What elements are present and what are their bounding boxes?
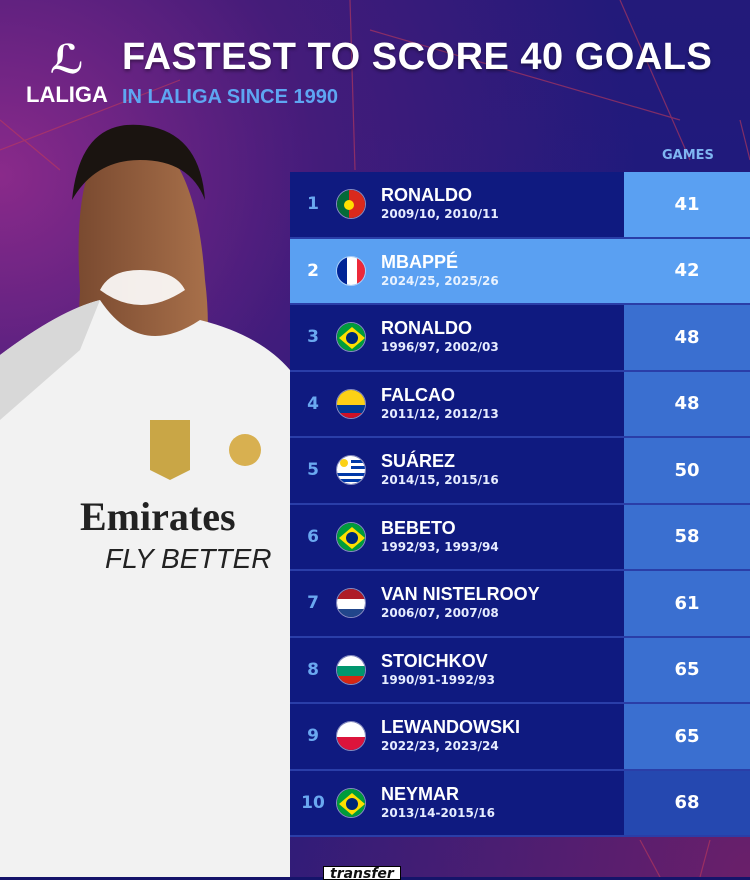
player-photo: Emirates FLY BETTER bbox=[0, 124, 290, 877]
player-name: RONALDO bbox=[381, 185, 472, 206]
games-count: 65 bbox=[624, 704, 750, 769]
games-count: 48 bbox=[624, 305, 750, 370]
player-info: BEBETO 1992/93, 1993/94 bbox=[381, 518, 499, 556]
poland-flag-icon bbox=[336, 721, 366, 752]
player-info: VAN NISTELROOY 2006/07, 2007/08 bbox=[381, 584, 540, 622]
ranking-table: 1 RONALDO 2009/10, 2010/11 41 2 MBAPPÉ 20… bbox=[290, 172, 750, 837]
rank: 6 bbox=[307, 526, 319, 547]
france-flag-icon bbox=[336, 255, 366, 286]
shirt-sponsor: Emirates bbox=[80, 494, 236, 539]
player-info: RONALDO 2009/10, 2010/11 bbox=[381, 185, 499, 223]
player-seasons: 2011/12, 2012/13 bbox=[381, 406, 499, 421]
player-name: RONALDO bbox=[381, 318, 472, 339]
laliga-wordmark: LALIGA bbox=[26, 82, 108, 107]
player-seasons: 2024/25, 2025/26 bbox=[381, 273, 499, 288]
brazil-flag-icon bbox=[336, 322, 366, 353]
rank: 3 bbox=[307, 327, 319, 348]
table-row: 8 STOICHKOV 1990/91-1992/93 65 bbox=[290, 637, 750, 704]
player-name: LEWANDOWSKI bbox=[381, 717, 520, 738]
brazil-flag-icon bbox=[336, 521, 366, 552]
player-name: NEYMAR bbox=[381, 783, 460, 804]
rank: 2 bbox=[307, 260, 319, 281]
games-count: 61 bbox=[624, 571, 750, 636]
laliga-logo: ℒ LALIGA bbox=[22, 38, 112, 108]
player-seasons: 2006/07, 2007/08 bbox=[381, 606, 499, 621]
player-seasons: 2009/10, 2010/11 bbox=[381, 207, 499, 222]
table-row: 3 RONALDO 1996/97, 2002/03 48 bbox=[290, 305, 750, 372]
rank: 9 bbox=[307, 726, 319, 747]
player-seasons: 1990/91-1992/93 bbox=[381, 672, 495, 687]
rank: 10 bbox=[301, 792, 325, 813]
games-count: 50 bbox=[624, 438, 750, 503]
player-name: FALCAO bbox=[381, 384, 455, 405]
player-name: VAN NISTELROOY bbox=[381, 584, 540, 605]
netherlands-flag-icon bbox=[336, 588, 366, 619]
table-row: 7 VAN NISTELROOY 2006/07, 2007/08 61 bbox=[290, 571, 750, 638]
player-seasons: 2022/23, 2023/24 bbox=[381, 739, 499, 754]
table-row: 2 MBAPPÉ 2024/25, 2025/26 42 bbox=[290, 238, 750, 305]
player-info: SUÁREZ 2014/15, 2015/16 bbox=[381, 451, 499, 489]
bulgaria-flag-icon bbox=[336, 654, 366, 685]
uruguay-flag-icon bbox=[336, 455, 366, 486]
portugal-flag-icon bbox=[336, 189, 366, 220]
player-name: SUÁREZ bbox=[381, 451, 456, 472]
table-row: 9 LEWANDOWSKI 2022/23, 2023/24 65 bbox=[290, 704, 750, 771]
games-count: 58 bbox=[624, 504, 750, 569]
player-seasons: 1996/97, 2002/03 bbox=[381, 340, 499, 355]
rank: 1 bbox=[307, 194, 319, 215]
player-name: MBAPPÉ bbox=[381, 251, 459, 272]
transfer-watermark: transfer bbox=[323, 866, 401, 880]
games-count: 65 bbox=[624, 637, 750, 702]
table-row: 1 RONALDO 2009/10, 2010/11 41 bbox=[290, 172, 750, 239]
games-count: 41 bbox=[624, 172, 750, 237]
player-seasons: 2013/14-2015/16 bbox=[381, 805, 495, 820]
games-count: 48 bbox=[624, 371, 750, 436]
table-row: 10 NEYMAR 2013/14-2015/16 68 bbox=[290, 770, 750, 837]
games-count: 68 bbox=[624, 770, 750, 835]
table-row: 6 BEBETO 1992/93, 1993/94 58 bbox=[290, 504, 750, 571]
player-info: STOICHKOV 1990/91-1992/93 bbox=[381, 651, 495, 689]
player-info: MBAPPÉ 2024/25, 2025/26 bbox=[381, 252, 499, 290]
rank: 7 bbox=[307, 593, 319, 614]
player-name: BEBETO bbox=[381, 517, 456, 538]
rank: 8 bbox=[307, 659, 319, 680]
colombia-flag-icon bbox=[336, 388, 366, 419]
player-seasons: 2014/15, 2015/16 bbox=[381, 473, 499, 488]
table-row: 4 FALCAO 2011/12, 2012/13 48 bbox=[290, 371, 750, 438]
page-title: FASTEST TO SCORE 40 GOALS bbox=[122, 36, 713, 78]
player-name: STOICHKOV bbox=[381, 650, 488, 671]
player-info: FALCAO 2011/12, 2012/13 bbox=[381, 385, 499, 423]
table-row: 5 SUÁREZ 2014/15, 2015/16 50 bbox=[290, 438, 750, 505]
page-subtitle: IN LALIGA SINCE 1990 bbox=[122, 86, 338, 108]
games-column-header: GAMES bbox=[662, 148, 714, 163]
games-count: 42 bbox=[674, 260, 700, 282]
rank: 4 bbox=[307, 393, 319, 414]
laliga-mark-icon: ℒ bbox=[49, 37, 85, 83]
player-info: RONALDO 1996/97, 2002/03 bbox=[381, 318, 499, 356]
player-seasons: 1992/93, 1993/94 bbox=[381, 539, 499, 554]
shirt-slogan: FLY BETTER bbox=[105, 543, 272, 574]
brazil-flag-icon bbox=[336, 787, 366, 818]
player-info: NEYMAR 2013/14-2015/16 bbox=[381, 784, 495, 822]
rank: 5 bbox=[307, 460, 319, 481]
player-info: LEWANDOWSKI 2022/23, 2023/24 bbox=[381, 717, 520, 755]
